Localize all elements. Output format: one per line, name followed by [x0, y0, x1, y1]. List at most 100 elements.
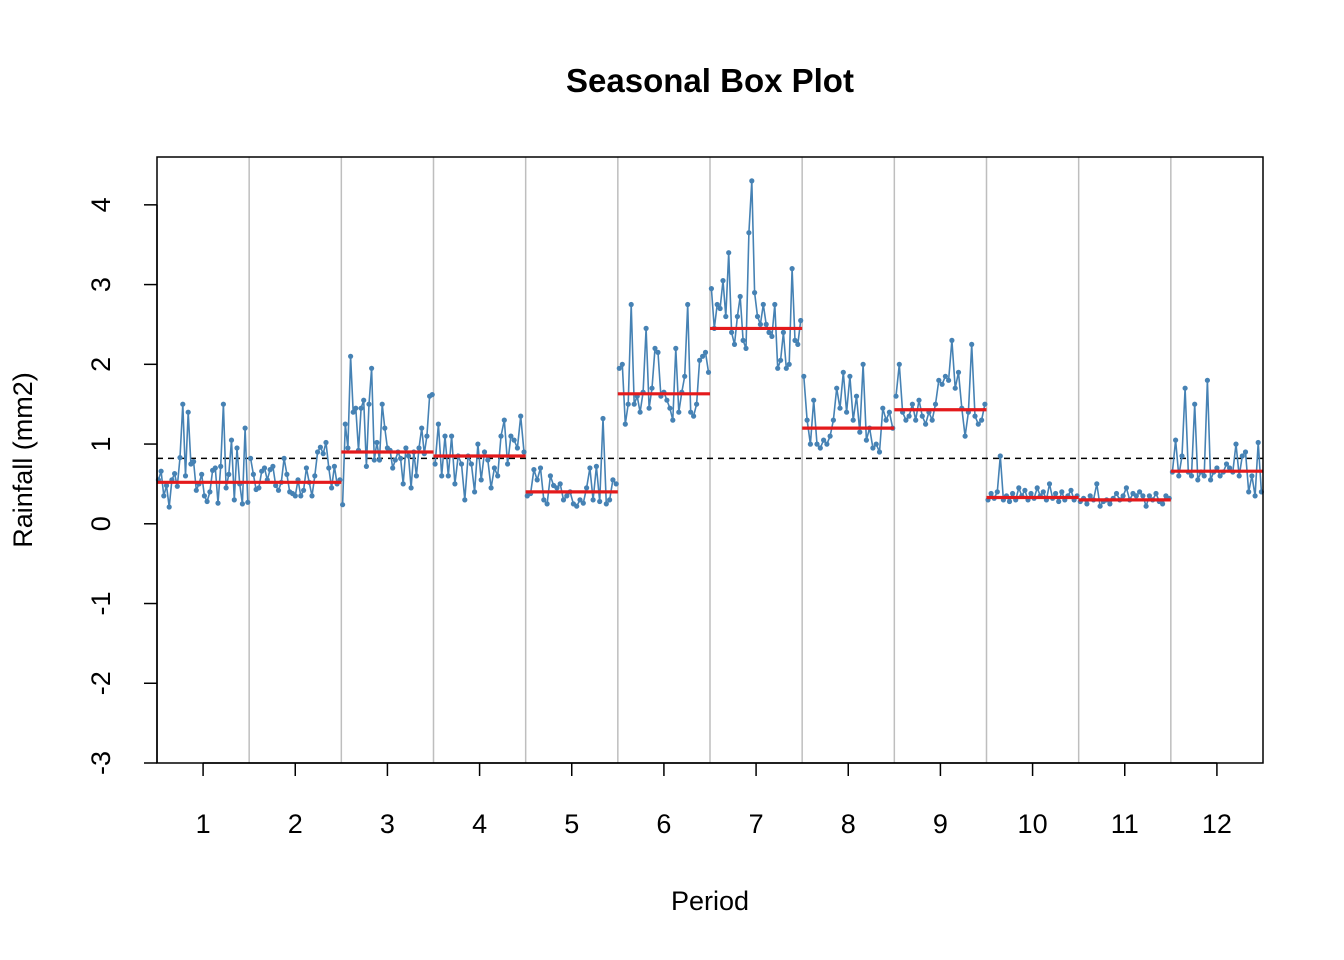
data-point: [906, 413, 912, 419]
data-point: [949, 337, 955, 343]
data-point: [518, 413, 524, 419]
data-point: [485, 457, 491, 463]
data-point: [468, 461, 474, 467]
data-point: [1160, 501, 1166, 507]
data-point: [1214, 465, 1220, 471]
data-point: [1208, 477, 1214, 483]
x-tick-label: 3: [380, 809, 395, 839]
data-point: [811, 397, 817, 403]
data-point: [691, 413, 697, 419]
data-point: [860, 361, 866, 367]
period-separators: [248, 157, 1172, 763]
data-point: [616, 365, 622, 371]
data-point: [521, 449, 527, 455]
series-line-period-5: [526, 418, 617, 508]
data-point: [631, 401, 637, 407]
data-point: [312, 473, 318, 479]
data-point: [326, 465, 332, 471]
data-point: [185, 409, 191, 415]
x-tick-label: 8: [841, 809, 856, 839]
data-point: [1233, 441, 1239, 447]
data-point: [1242, 449, 1249, 455]
data-point: [366, 401, 372, 407]
data-point: [488, 485, 494, 491]
data-point: [329, 485, 335, 491]
x-tick-label: 6: [656, 809, 671, 839]
data-point: [909, 401, 916, 407]
data-point: [1056, 498, 1062, 505]
data-point: [231, 497, 237, 503]
data-point: [705, 369, 712, 375]
data-point: [166, 504, 172, 510]
data-point: [783, 365, 789, 371]
data-point: [824, 441, 830, 447]
data-point: [348, 353, 354, 359]
data-point: [301, 487, 307, 493]
data-point: [1094, 481, 1100, 487]
data-point: [590, 497, 596, 503]
data-point: [600, 415, 606, 422]
data-point: [442, 433, 448, 439]
data-point: [514, 445, 521, 451]
data-point: [358, 405, 364, 411]
data-point: [212, 465, 218, 471]
data-point: [408, 485, 414, 491]
data-point: [754, 313, 761, 320]
data-point: [432, 461, 438, 467]
data-point: [400, 481, 406, 487]
data-point: [786, 361, 792, 367]
data-point: [501, 417, 507, 423]
data-point: [700, 353, 706, 359]
data-point: [508, 433, 514, 439]
data-point: [458, 461, 465, 467]
data-point: [673, 345, 679, 351]
data-point: [694, 401, 700, 407]
data-point: [226, 471, 232, 477]
data-point: [801, 373, 807, 379]
data-point: [962, 433, 968, 439]
data-point: [844, 409, 850, 415]
data-point: [1133, 493, 1139, 499]
data-point: [174, 483, 180, 489]
data-point: [664, 397, 670, 403]
data-point: [541, 497, 547, 503]
data-point: [215, 500, 221, 506]
data-point: [361, 397, 367, 403]
data-point: [893, 393, 899, 399]
data-point: [702, 349, 709, 355]
data-point: [161, 493, 167, 499]
data-point: [228, 437, 235, 443]
data-point: [988, 490, 994, 497]
data-point: [248, 455, 254, 461]
data-point: [837, 405, 843, 411]
data-point: [1204, 377, 1210, 383]
series-line-period-12: [1171, 380, 1263, 497]
data-point: [1137, 489, 1143, 495]
data-point: [769, 333, 775, 339]
data-point: [766, 329, 772, 335]
x-axis-label: Period: [671, 886, 749, 916]
data-point: [607, 497, 613, 503]
series-line-period-3: [341, 356, 433, 505]
data-point: [688, 409, 694, 415]
data-point: [752, 290, 758, 296]
y-tick-label: -1: [86, 592, 116, 616]
data-point: [896, 361, 902, 367]
data-point: [481, 449, 488, 455]
data-point: [952, 385, 958, 391]
data-point: [1053, 490, 1059, 497]
data-point: [652, 345, 658, 351]
data-point: [795, 341, 801, 347]
data-point: [1107, 501, 1113, 507]
data-point: [746, 230, 752, 236]
data-point: [1239, 453, 1245, 459]
data-point: [916, 397, 922, 403]
data-point: [574, 503, 580, 509]
data-point: [374, 439, 380, 446]
data-point: [1040, 489, 1046, 495]
data-point: [737, 293, 743, 300]
data-point: [554, 485, 560, 491]
data-point: [643, 325, 649, 331]
data-point: [376, 457, 383, 463]
